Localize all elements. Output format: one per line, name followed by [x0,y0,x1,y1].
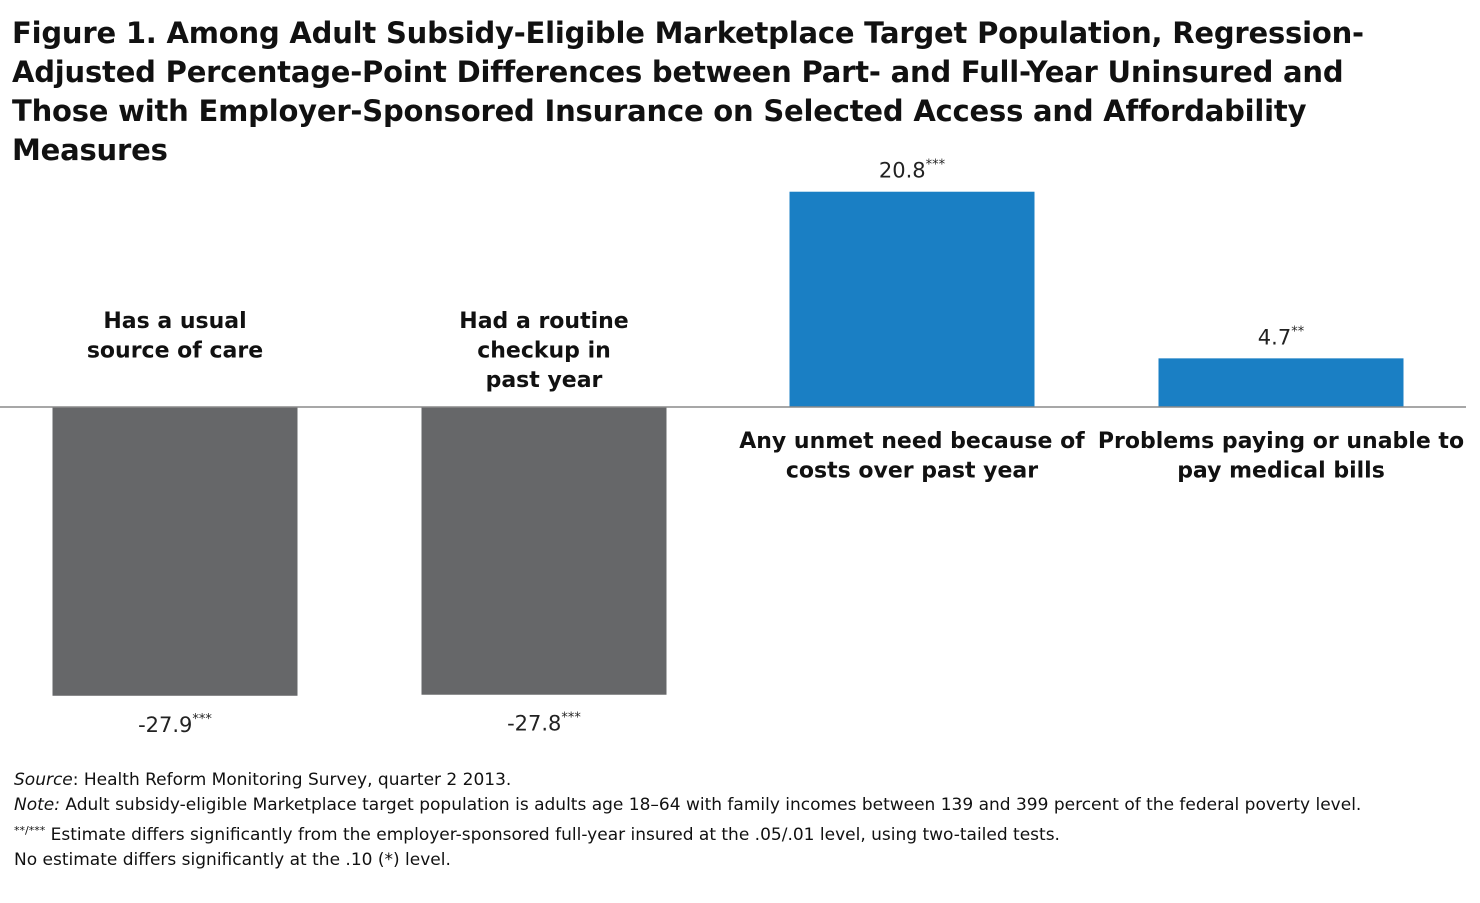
source-text: : Health Reform Monitoring Survey, quart… [72,770,512,790]
value-label-4: 4.7** [1258,324,1305,349]
value-label-3: 20.8*** [879,158,946,183]
chart-title: Figure 1. Among Adult Subsidy-Eligible M… [12,16,1364,167]
significance-text: Estimate differs significantly from the … [45,825,1060,845]
bar-2 [421,407,667,695]
value-label-1: -27.9*** [138,712,212,737]
category-label-1: Has a usual source of care [87,309,263,364]
category-label-2: Had a routine checkup in past year [459,309,628,393]
bar-3 [789,191,1035,407]
bar-4 [1158,358,1404,407]
source-label: Source [14,770,73,790]
no-significance-note: No estimate differs significantly at the… [14,850,451,870]
bar-1 [52,407,298,696]
chart-notes: Source: Health Reform Monitoring Survey,… [14,768,1454,873]
note-text: Adult subsidy-eligible Marketplace targe… [59,795,1362,815]
note-label: Note: [14,795,60,815]
population-note: Note: Adult subsidy-eligible Marketplace… [14,793,1454,818]
category-label-3: Any unmet need because of costs over past… [739,429,1085,484]
category-label-4: Problems paying or unable to pay medical … [1098,429,1464,484]
value-label-2: -27.8*** [507,711,581,736]
significance-note: **/*** Estimate differs significantly fr… [14,818,1454,848]
significance-marks: **/*** [14,824,46,837]
source-note: Source: Health Reform Monitoring Survey,… [14,768,1454,793]
